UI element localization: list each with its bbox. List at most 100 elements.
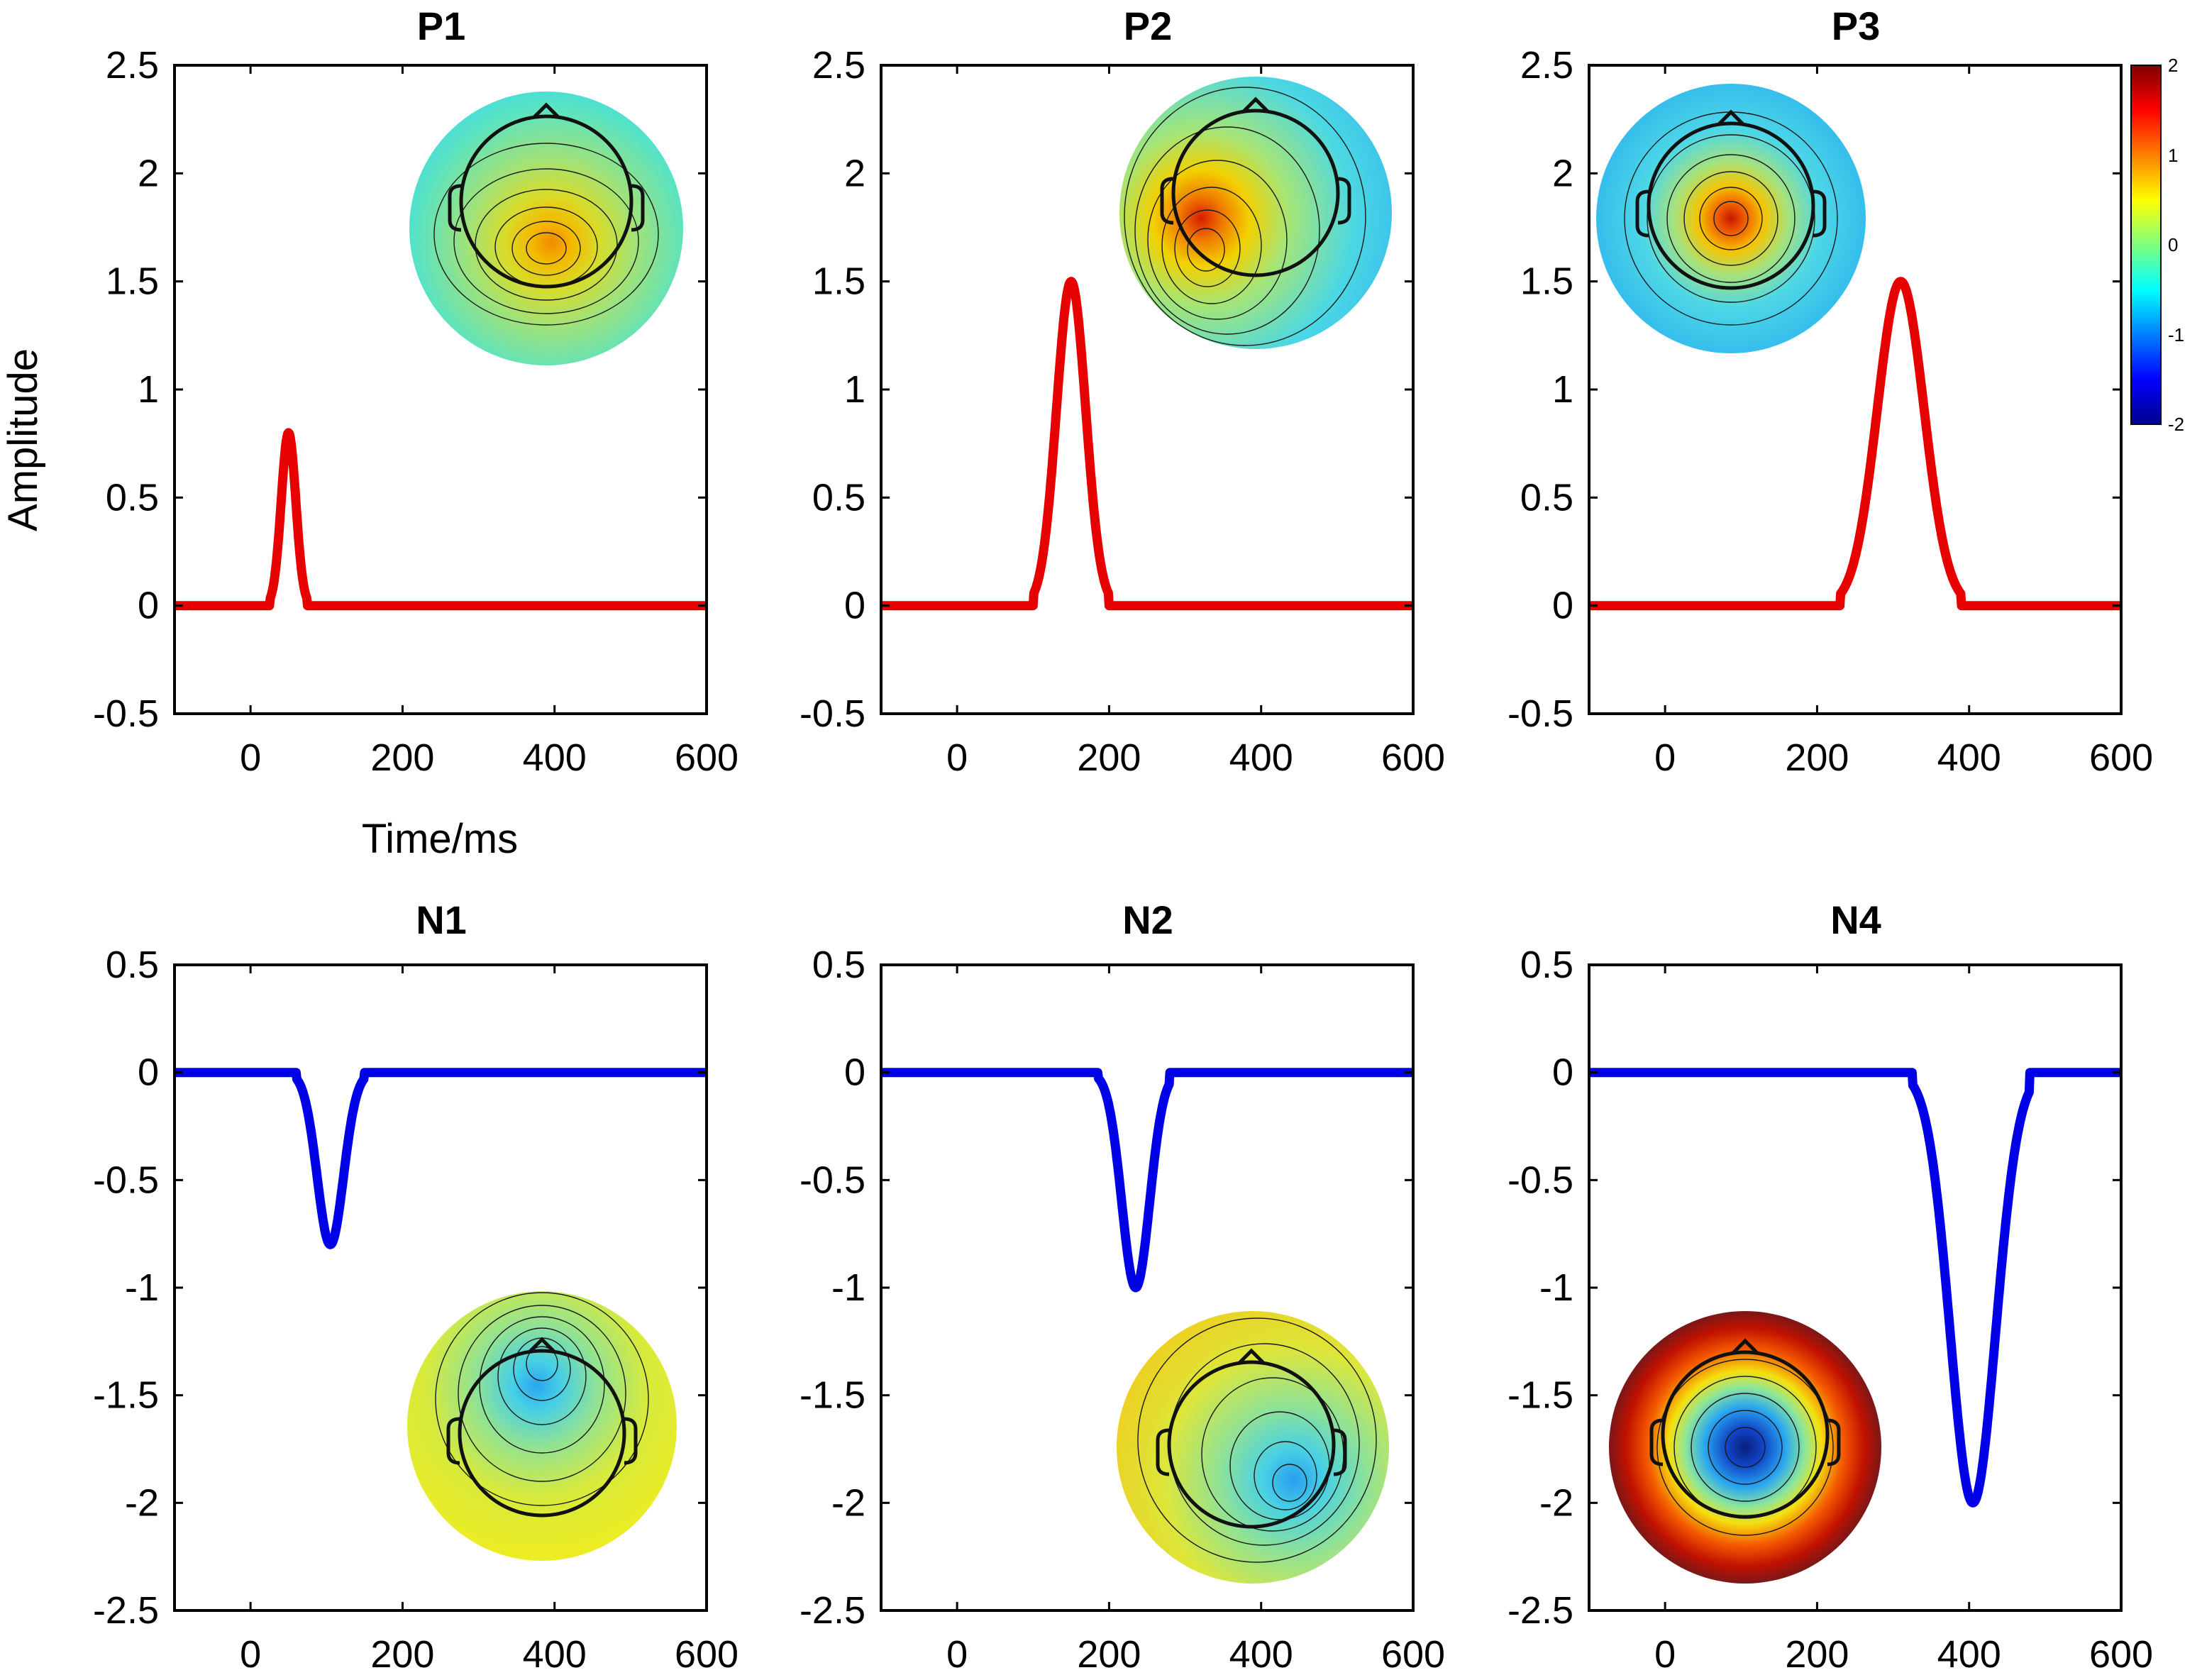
panel-title: P3 bbox=[1832, 4, 1881, 48]
y-tick-label: 0.5 bbox=[812, 476, 865, 519]
x-tick-label: 600 bbox=[2089, 736, 2153, 779]
scalp-map bbox=[409, 92, 683, 365]
panel-title: P1 bbox=[417, 4, 466, 48]
head-outline bbox=[1160, 96, 1351, 277]
x-tick-label: 0 bbox=[946, 736, 968, 779]
y-tick-label: 1.5 bbox=[1520, 260, 1573, 303]
scalp-map bbox=[1609, 1311, 1881, 1584]
panel-p2: P2 2.5 2 1.5 1 0.5 0 -0.5 0 200 400 600 bbox=[800, 4, 1445, 779]
y-tick-label: -1 bbox=[125, 1266, 159, 1309]
y-tick-label: -2.5 bbox=[1507, 1589, 1573, 1632]
x-tick-label: 600 bbox=[675, 1633, 738, 1676]
y-tick-label: -0.5 bbox=[1507, 1159, 1573, 1201]
panel-n1: N1 0.5 0 -0.5 -1 -1.5 -2 -2.5 0 200 400 600 bbox=[93, 897, 738, 1676]
head-outline bbox=[1649, 1338, 1841, 1519]
panel-n2: N2 0.5 0 -0.5 -1 -1.5 -2 -2.5 0 200 400 600 bbox=[800, 897, 1445, 1676]
contour-lines bbox=[1124, 87, 1366, 346]
scalp-map bbox=[407, 1291, 677, 1561]
y-tick-label: 1 bbox=[844, 368, 865, 411]
y-tick-label: 0.5 bbox=[1520, 944, 1573, 986]
colorbar: 2 1 0 -1 -2 bbox=[2130, 55, 2184, 435]
topomap-n1 bbox=[407, 1291, 677, 1561]
scalp-map bbox=[1117, 1311, 1389, 1584]
x-tick-label: 600 bbox=[1381, 1633, 1445, 1676]
y-tick-label: 0 bbox=[138, 585, 159, 627]
series-line-p2 bbox=[877, 277, 1417, 611]
y-tick-label: 1.5 bbox=[812, 260, 865, 303]
y-tick-label: 0 bbox=[138, 1051, 159, 1094]
topomap-n2 bbox=[1117, 1311, 1389, 1584]
y-tick-label: -1.5 bbox=[800, 1374, 865, 1417]
y-tick-label: -2.5 bbox=[93, 1589, 159, 1632]
panel-n4: N4 0.5 0 -0.5 -1 -1.5 -2 -2.5 0 200 400 600 bbox=[1507, 897, 2153, 1676]
x-tick-label: 200 bbox=[1077, 736, 1141, 779]
head-outline bbox=[446, 1337, 638, 1518]
y-tick-label: 0 bbox=[844, 585, 865, 627]
y-tick-label: -2 bbox=[125, 1481, 159, 1524]
x-tick-label: 200 bbox=[1785, 1633, 1849, 1676]
topomap-p3 bbox=[1596, 84, 1866, 353]
colorbar-tick: 1 bbox=[2168, 145, 2178, 166]
y-tick-label: 0.5 bbox=[1520, 476, 1573, 519]
x-tick-label: 600 bbox=[675, 736, 738, 779]
x-tick-label: 0 bbox=[1654, 736, 1676, 779]
panel-title: P2 bbox=[1124, 4, 1173, 48]
colorbar-tick: 0 bbox=[2168, 234, 2178, 255]
x-tick-label: 400 bbox=[1937, 1633, 2001, 1676]
panel-title: N4 bbox=[1830, 897, 1881, 942]
contour-lines bbox=[1656, 1359, 1834, 1536]
x-tick-label: 0 bbox=[946, 1633, 968, 1676]
panel-title: N1 bbox=[416, 897, 467, 942]
y-tick-label: -2.5 bbox=[800, 1589, 865, 1632]
colorbar-tick: -2 bbox=[2168, 414, 2184, 435]
y-tick-label: 0.5 bbox=[812, 944, 865, 986]
y-tick-label: 1 bbox=[138, 368, 159, 411]
series-line-p1 bbox=[170, 428, 711, 611]
topomap-n4 bbox=[1609, 1311, 1881, 1584]
y-tick-label: 2 bbox=[138, 152, 159, 194]
y-tick-label: -0.5 bbox=[800, 1159, 865, 1201]
head-outline bbox=[1635, 109, 1827, 290]
x-tick-label: 600 bbox=[2089, 1633, 2153, 1676]
topomap-p1 bbox=[409, 92, 683, 365]
y-tick-label: 0 bbox=[844, 1051, 865, 1094]
head-outline bbox=[448, 102, 645, 289]
scalp-map bbox=[1596, 84, 1866, 353]
y-tick-label: 2.5 bbox=[812, 44, 865, 87]
colorbar-tick: -1 bbox=[2168, 324, 2184, 346]
colorbar-gradient bbox=[2130, 65, 2162, 425]
y-tick-label: 0 bbox=[1552, 1051, 1573, 1094]
x-tick-label: 200 bbox=[370, 736, 434, 779]
y-tick-label: 0.5 bbox=[106, 476, 159, 519]
y-tick-label: 0 bbox=[1552, 585, 1573, 627]
x-tick-label: 0 bbox=[1654, 1633, 1676, 1676]
x-tick-label: 400 bbox=[1229, 1633, 1293, 1676]
y-tick-label: 2 bbox=[844, 152, 865, 194]
series-line-n1 bbox=[170, 1068, 711, 1249]
x-tick-label: 0 bbox=[240, 736, 261, 779]
x-tick-label: 200 bbox=[1785, 736, 1849, 779]
y-axis-label: Amplitude bbox=[0, 348, 46, 531]
y-tick-label: 1.5 bbox=[106, 260, 159, 303]
x-tick-label: 200 bbox=[370, 1633, 434, 1676]
y-tick-label: -0.5 bbox=[800, 692, 865, 735]
y-tick-label: -1.5 bbox=[93, 1374, 159, 1417]
topomap-p2 bbox=[1119, 77, 1392, 349]
y-tick-label: -2 bbox=[1539, 1481, 1573, 1524]
x-tick-label: 600 bbox=[1381, 736, 1445, 779]
x-axis-label: Time/ms bbox=[362, 816, 518, 862]
y-tick-label: -0.5 bbox=[93, 1159, 159, 1201]
y-tick-label: 2.5 bbox=[1520, 44, 1573, 87]
panel-p3: P3 2.5 2 1.5 1 0.5 0 -0.5 0 200 400 600 bbox=[1507, 4, 2153, 779]
series-line-n2 bbox=[877, 1068, 1417, 1293]
x-tick-label: 200 bbox=[1077, 1633, 1141, 1676]
y-tick-label: 2 bbox=[1552, 152, 1573, 194]
x-tick-label: 400 bbox=[1937, 736, 2001, 779]
x-tick-label: 0 bbox=[240, 1633, 261, 1676]
y-tick-label: 0.5 bbox=[106, 944, 159, 986]
panel-p1: P1 2.5 2 1.5 1 0.5 0 -0.5 0 200 400 600 bbox=[93, 4, 738, 779]
head-outline bbox=[1156, 1348, 1347, 1529]
y-tick-label: -0.5 bbox=[1507, 692, 1573, 735]
colorbar-tick: 2 bbox=[2168, 55, 2178, 76]
